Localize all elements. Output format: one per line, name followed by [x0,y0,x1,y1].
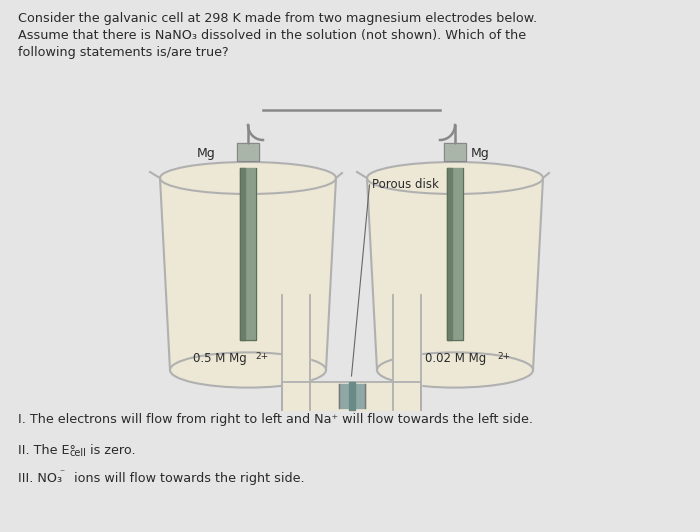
Polygon shape [349,382,354,410]
Ellipse shape [170,352,326,388]
Polygon shape [282,382,421,410]
Polygon shape [339,384,365,408]
Ellipse shape [160,162,336,194]
Polygon shape [444,143,466,161]
Text: Assume that there is NaNO₃ dissolved in the solution (not shown). Which of the: Assume that there is NaNO₃ dissolved in … [18,29,526,42]
Polygon shape [160,178,336,370]
Text: I. The electrons will flow from right to left and Na⁺ will flow towards the left: I. The electrons will flow from right to… [18,413,533,426]
Polygon shape [282,295,310,410]
Polygon shape [393,295,421,410]
Text: following statements is/are true?: following statements is/are true? [18,46,229,59]
Polygon shape [237,143,259,161]
Ellipse shape [367,162,543,194]
Text: 0.5 M Mg: 0.5 M Mg [193,352,246,365]
Text: Mg: Mg [471,147,490,161]
Polygon shape [240,168,245,340]
Text: Consider the galvanic cell at 298 K made from two magnesium electrodes below.: Consider the galvanic cell at 298 K made… [18,12,537,25]
Polygon shape [240,168,256,340]
Text: 2+: 2+ [255,352,268,361]
Text: II. The E°: II. The E° [18,444,76,457]
Text: 2+: 2+ [497,352,510,361]
Text: 0.02 M Mg: 0.02 M Mg [425,352,486,365]
Ellipse shape [377,352,533,388]
Text: Porous disk: Porous disk [372,179,438,192]
Polygon shape [367,178,543,370]
Text: ions will flow towards the right side.: ions will flow towards the right side. [70,472,304,485]
Polygon shape [447,168,463,340]
Text: cell: cell [70,448,87,458]
Text: III. NO₃: III. NO₃ [18,472,62,485]
Text: is zero.: is zero. [86,444,136,457]
Text: Mg: Mg [196,147,215,161]
Text: ⁻: ⁻ [59,468,64,478]
Polygon shape [447,168,452,340]
